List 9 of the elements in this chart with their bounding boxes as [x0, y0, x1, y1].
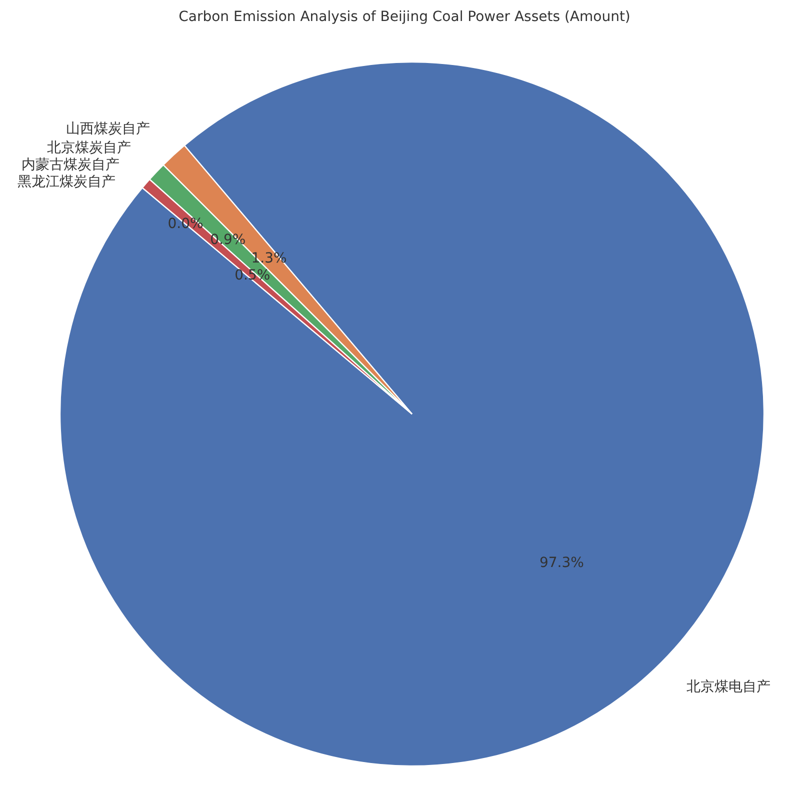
data-label: 97.3% [539, 554, 584, 571]
slice-label: 山西煤炭自产 [66, 121, 150, 138]
slice-label: 北京煤电自产 [686, 679, 770, 696]
text: 0.0% [168, 216, 204, 232]
category-label: 黑龙江煤炭自产 [17, 174, 116, 190]
data-label: 0.5% [234, 268, 270, 284]
chart-title: Carbon Emission Analysis of Beijing Coal Power Assets (Amount) [178, 9, 630, 25]
slice-label: 内蒙古煤炭自产 [21, 156, 120, 173]
slice-label: 北京煤炭自产 [46, 140, 131, 156]
